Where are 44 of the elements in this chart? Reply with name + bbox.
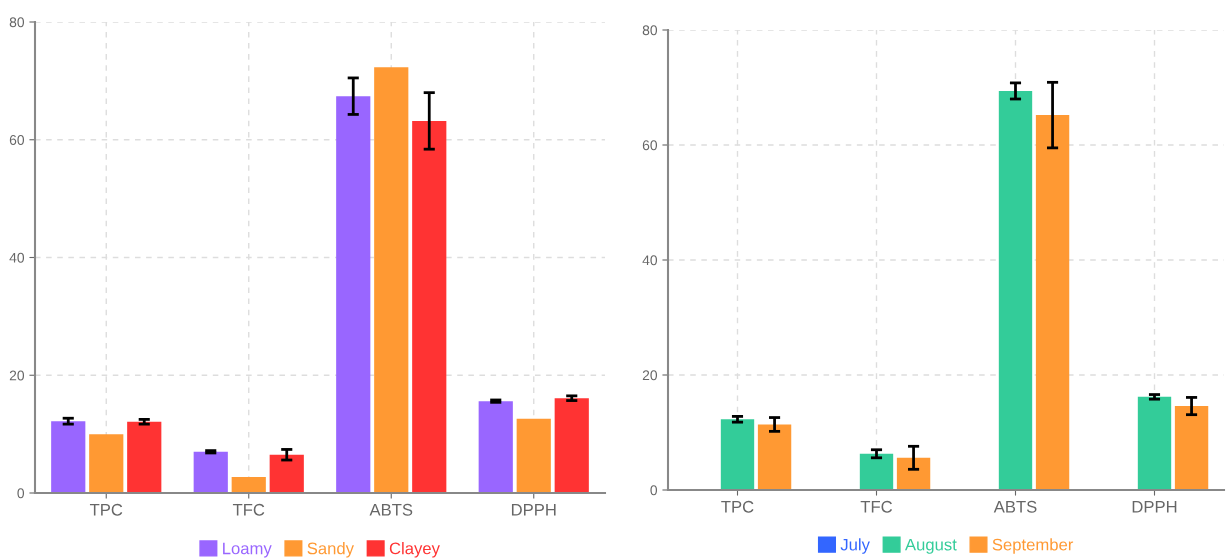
y-tick-label: 0 [650, 485, 658, 496]
bar [478, 401, 513, 493]
y-tick-label: 80 [9, 17, 25, 28]
x-tick-label: DPPH [511, 504, 556, 516]
y-tick-label: 60 [642, 140, 658, 151]
bar [1174, 406, 1209, 490]
y-tick-label: 40 [9, 252, 25, 263]
x-tick-label: ABTS [993, 500, 1037, 513]
legend-label: July [840, 538, 870, 554]
bar [231, 477, 266, 493]
y-tick-label: 80 [642, 25, 658, 36]
legend-label: Loamy [223, 542, 272, 558]
bar [1137, 396, 1172, 490]
x-tick-label: TPC [89, 503, 123, 516]
legend-label: Clayey [389, 542, 440, 558]
y-tick-label: 20 [9, 370, 25, 381]
bar [757, 424, 792, 490]
legend-label: September [992, 538, 1074, 554]
bar [554, 398, 589, 493]
y-tick-label: 60 [9, 135, 25, 145]
y-tick-label: 40 [642, 255, 658, 266]
bar [374, 67, 409, 493]
legend-label: August [904, 538, 957, 554]
y-tick-label: 0 [17, 488, 25, 499]
bar [896, 457, 931, 490]
x-tick-label: TPC [721, 500, 754, 513]
bar [51, 421, 86, 493]
x-tick-label: TFC [860, 500, 893, 513]
y-tick-label: 20 [642, 370, 658, 381]
bar [720, 419, 755, 490]
bar [998, 90, 1033, 490]
bar [859, 453, 894, 490]
x-tick-label: TFC [232, 503, 265, 516]
bar [1035, 115, 1070, 490]
bar [269, 454, 304, 493]
bar [193, 451, 228, 493]
legend-label: Sandy [307, 542, 354, 558]
bar [336, 96, 371, 493]
x-tick-label: DPPH [1132, 501, 1177, 513]
bar [127, 421, 162, 493]
bar [412, 120, 447, 493]
bar [516, 418, 551, 493]
x-tick-label: ABTS [369, 503, 413, 516]
bar [89, 434, 124, 493]
